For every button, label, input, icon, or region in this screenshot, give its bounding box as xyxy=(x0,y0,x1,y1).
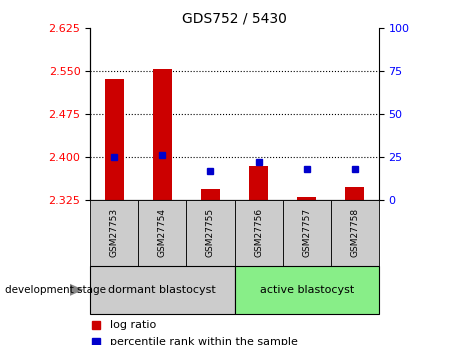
Bar xyxy=(345,187,364,200)
Text: log ratio: log ratio xyxy=(110,319,156,329)
Text: active blastocyst: active blastocyst xyxy=(260,285,354,295)
Title: GDS752 / 5430: GDS752 / 5430 xyxy=(182,11,287,25)
Bar xyxy=(90,266,235,314)
Bar xyxy=(153,69,172,200)
Bar xyxy=(90,200,138,266)
Text: development stage: development stage xyxy=(5,285,106,295)
Bar xyxy=(235,266,379,314)
Bar xyxy=(249,166,268,200)
Text: GSM27753: GSM27753 xyxy=(110,208,119,257)
Text: GSM27758: GSM27758 xyxy=(350,208,359,257)
Text: percentile rank within the sample: percentile rank within the sample xyxy=(110,337,298,345)
Bar xyxy=(201,189,220,200)
Bar xyxy=(283,200,331,266)
Bar xyxy=(105,79,124,200)
Bar xyxy=(331,200,379,266)
Bar xyxy=(235,200,283,266)
Text: GSM27755: GSM27755 xyxy=(206,208,215,257)
Text: GSM27756: GSM27756 xyxy=(254,208,263,257)
Bar xyxy=(186,200,235,266)
Bar xyxy=(138,200,186,266)
Polygon shape xyxy=(70,284,83,296)
Bar xyxy=(297,197,316,200)
Text: dormant blastocyst: dormant blastocyst xyxy=(109,285,216,295)
Text: GSM27757: GSM27757 xyxy=(302,208,311,257)
Text: GSM27754: GSM27754 xyxy=(158,208,167,257)
